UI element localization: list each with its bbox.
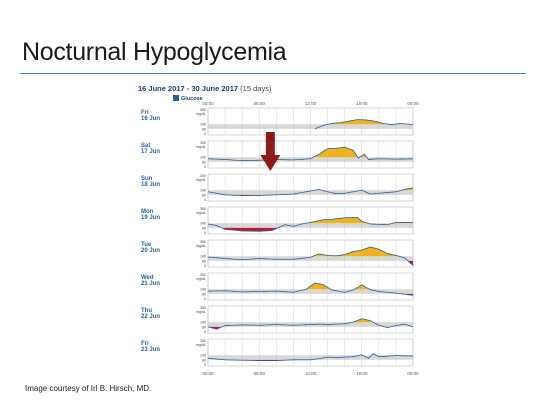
date-label: 17 Jun — [141, 149, 160, 155]
day-label: Sun — [141, 176, 153, 182]
y-tick-label: 0 — [204, 165, 206, 169]
legend: Glucose — [173, 95, 203, 102]
time-tick-bottom: 00:00 — [202, 371, 214, 376]
time-tick-top: 12:00 — [305, 101, 317, 106]
y-tick-label: 0 — [204, 264, 206, 268]
annotation-arrow-shaft — [265, 132, 275, 156]
time-tick-bottom: 12:00 — [305, 371, 317, 376]
y-tick-label: 350 — [200, 273, 206, 277]
glucose-trace — [207, 146, 414, 162]
y-tick-label: 350 — [200, 207, 206, 211]
date-label: 16 Jun — [141, 116, 160, 122]
date-label: 23 Jun — [141, 347, 160, 353]
time-tick-bottom: 18:00 — [356, 371, 368, 376]
y-tick-label: 80 — [202, 127, 206, 131]
y-tick-label: mg/dL — [196, 145, 206, 149]
time-tick-bottom: 00:00 — [407, 371, 419, 376]
y-tick-label: 350 — [200, 339, 206, 343]
low-glucose-fill — [208, 227, 413, 232]
date-label: 22 Jun — [141, 314, 160, 320]
high-glucose-fill — [208, 217, 413, 224]
glucose-trace — [207, 282, 414, 296]
glucose-trace — [207, 246, 414, 266]
day-label: Mon — [141, 209, 154, 215]
time-tick-top: 00:00 — [202, 101, 214, 106]
date-label: 19 Jun — [141, 215, 160, 221]
time-tick-bottom: 06:00 — [254, 371, 266, 376]
high-glucose-fill — [208, 318, 413, 323]
y-tick-label: 0 — [204, 363, 206, 367]
y-tick-label: 0 — [204, 132, 206, 136]
title-divider — [20, 73, 526, 74]
y-tick-label: 80 — [202, 226, 206, 230]
y-tick-label: 350 — [200, 240, 206, 244]
y-tick-label: 140 — [200, 123, 206, 127]
y-tick-label: 80 — [202, 193, 206, 197]
y-tick-label: 140 — [200, 189, 206, 193]
y-tick-label: 80 — [202, 259, 206, 263]
annotation-arrow-head — [260, 155, 281, 171]
date-label: 18 Jun — [141, 182, 160, 188]
slide-title: Nocturnal Hypoglycemia — [22, 38, 287, 66]
glucose-report: 16 June 2017 - 30 June 2017 (15 days) Gl… — [133, 84, 419, 376]
y-tick-label: 140 — [200, 354, 206, 358]
time-tick-top: 06:00 — [254, 101, 266, 106]
time-tick-top: 00:00 — [407, 101, 419, 106]
y-tick-label: 0 — [204, 231, 206, 235]
day-label: Tue — [141, 242, 152, 248]
y-tick-label: 350 — [200, 174, 206, 178]
glucose-trace — [314, 119, 414, 130]
y-tick-label: 350 — [200, 141, 206, 145]
y-tick-label: 140 — [200, 156, 206, 160]
y-tick-label: 80 — [202, 325, 206, 329]
y-tick-label: 80 — [202, 160, 206, 164]
y-tick-label: mg/dL — [196, 277, 206, 281]
date-label: 21 Jun — [141, 281, 160, 287]
y-tick-label: 80 — [202, 358, 206, 362]
image-credit: Image courtesy of Irl B. Hirsch, MD. — [25, 384, 152, 393]
y-tick-label: 350 — [200, 306, 206, 310]
y-tick-label: mg/dL — [196, 178, 206, 182]
y-tick-label: mg/dL — [196, 310, 206, 314]
y-tick-label: 140 — [200, 222, 206, 226]
date-range: 16 June 2017 - 30 June 2017 — [138, 84, 239, 93]
y-tick-label: mg/dL — [196, 211, 206, 215]
day-label: Sat — [141, 143, 150, 149]
y-tick-label: mg/dL — [196, 343, 206, 347]
y-tick-label: mg/dL — [196, 112, 206, 116]
date-label: 20 Jun — [141, 248, 160, 254]
day-label: Wed — [141, 275, 154, 281]
glucose-legend-swatch — [173, 95, 179, 101]
y-tick-label: 80 — [202, 292, 206, 296]
time-tick-top: 18:00 — [356, 101, 368, 106]
glucose-trace — [207, 353, 414, 361]
day-label: Fri — [141, 110, 149, 116]
daily-glucose-chart: 00:00 00:00 06:00 06:00 12:00 12:00 18:00 18:00… — [141, 101, 419, 376]
report-header: 16 June 2017 - 30 June 2017 (15 days) — [138, 84, 271, 93]
y-tick-label: 0 — [204, 297, 206, 301]
y-tick-label: 0 — [204, 330, 206, 334]
glucose-trace — [207, 217, 413, 232]
high-glucose-fill — [208, 246, 413, 257]
y-tick-label: 140 — [200, 321, 206, 325]
day-label: Fri — [141, 341, 149, 347]
y-tick-label: mg/dL — [196, 244, 206, 248]
day-label: Thu — [141, 308, 152, 314]
y-tick-label: 140 — [200, 255, 206, 259]
legend-label: Glucose — [181, 96, 203, 102]
y-tick-label: 140 — [200, 288, 206, 292]
glucose-trace — [207, 187, 414, 197]
days-count: (15 days) — [240, 84, 272, 93]
glucose-trace — [207, 318, 414, 330]
y-tick-label: 350 — [200, 108, 206, 112]
y-tick-label: 0 — [204, 198, 206, 202]
